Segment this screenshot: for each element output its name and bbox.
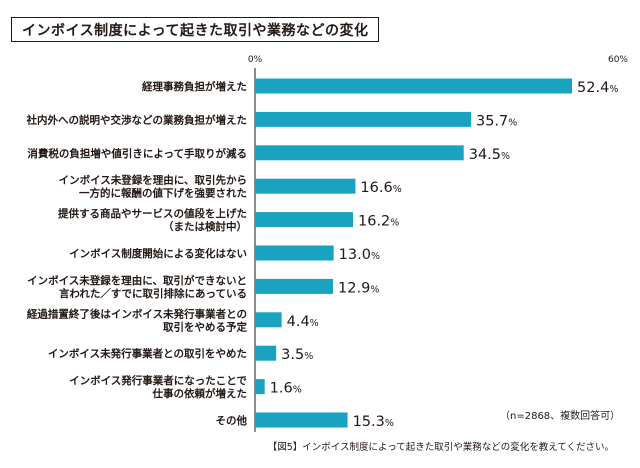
bar	[255, 379, 265, 395]
category-label: インボイス未発行事業者との取引をやめた	[48, 347, 247, 360]
bar	[255, 412, 348, 428]
data-label: 3.5%	[281, 347, 313, 363]
data-label: 16.2%	[358, 214, 399, 230]
x-tick-label: 60%	[608, 55, 628, 65]
data-label: 15.3%	[353, 414, 394, 430]
category-label: 経理事務負担が増えた	[142, 80, 247, 93]
category-label: インボイス制度開始による変化はない	[69, 247, 247, 260]
category-label: 言われた／すでに取引排除にあっている	[59, 287, 247, 300]
bar	[255, 78, 573, 94]
data-label: 4.4%	[287, 314, 319, 330]
category-label: 社内外への説明や交渉などの業務負担が増えた	[26, 113, 248, 126]
bar	[255, 312, 282, 328]
category-label: インボイス未登録を理由に、取引ができないと	[27, 274, 247, 287]
category-label: 消費税の負担増や値引きによって手取りが減る	[27, 147, 247, 160]
bar	[255, 212, 354, 228]
category-label: インボイス発行事業者になったことで	[69, 374, 247, 387]
bar	[255, 145, 464, 161]
data-label: 16.6%	[360, 180, 401, 196]
sample-size-note: （n=2868、複数回答可）	[500, 411, 621, 422]
data-label: 1.6%	[270, 381, 302, 397]
category-label: 提供する商品やサービスの値段を上げた	[58, 207, 247, 220]
category-label: 取引をやめる予定	[163, 320, 247, 333]
bar	[255, 245, 334, 261]
bar	[255, 178, 356, 194]
category-label: その他	[216, 414, 248, 427]
data-label: 35.7%	[476, 113, 517, 129]
figure-caption: 【図5】インボイス制度によって起きた取引や業務などの変化を教えてください。	[267, 442, 614, 453]
data-label: 52.4%	[577, 80, 618, 96]
category-label: 経過措置終了後はインボイス未発行事業者との	[27, 307, 247, 320]
bar	[255, 278, 334, 294]
category-label: （または検討中）	[163, 220, 247, 233]
data-label: 13.0%	[339, 247, 380, 263]
category-label: 一方的に報酬の値下げを強要された	[79, 187, 247, 200]
category-label: 仕事の依頼が増えた	[152, 387, 248, 400]
category-label: インボイス未登録を理由に、取引先から	[59, 174, 247, 187]
data-label: 12.9%	[338, 280, 379, 296]
bar	[255, 111, 471, 127]
chart-title: インボイス制度によって起きた取引や業務などの変化	[11, 17, 380, 42]
data-label: 34.5%	[469, 147, 510, 163]
x-tick-label: 0%	[248, 55, 263, 65]
bar	[255, 345, 277, 361]
